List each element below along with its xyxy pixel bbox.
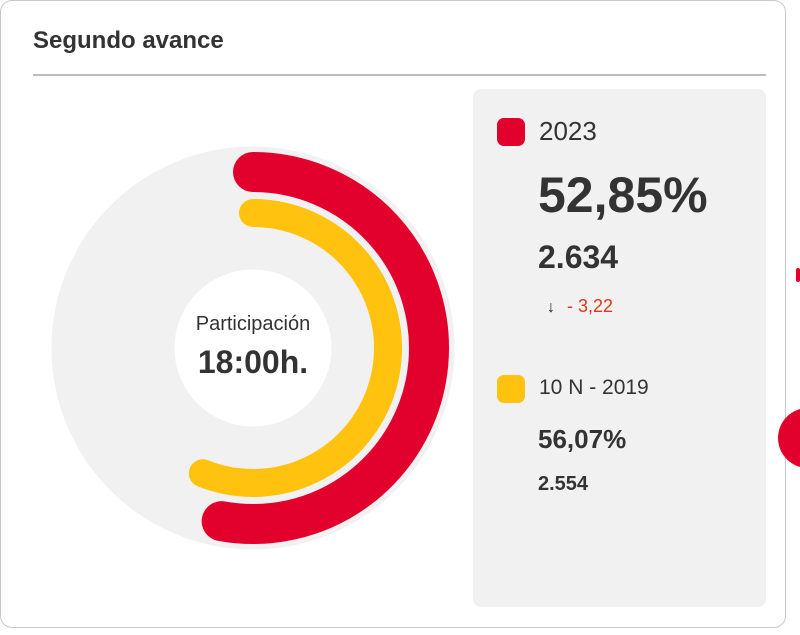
legend-current-percent: 52,85% xyxy=(538,167,708,223)
legend-current-count: 2.634 xyxy=(538,239,619,275)
swatch-previous-icon xyxy=(497,375,525,403)
arrow-down-icon: ↓ xyxy=(547,299,555,316)
legend-current-delta: ↓ - 3,22 xyxy=(547,296,613,317)
next-card-edge-marker xyxy=(796,268,800,282)
next-card-edge-dot[interactable] xyxy=(778,408,800,468)
center-label: Participación xyxy=(195,313,311,335)
center-time: 18:00h. xyxy=(197,344,309,380)
legend-previous-name: 10 N - 2019 xyxy=(539,376,649,399)
donut-arc-current xyxy=(201,152,449,544)
title-divider xyxy=(33,74,766,76)
swatch-current-icon xyxy=(497,118,525,146)
legend-previous-count: 2.554 xyxy=(538,473,589,495)
donut-arc-previous xyxy=(188,199,402,497)
delta-value: - 3,22 xyxy=(567,296,614,316)
participation-card: Segundo avance Participación 18:00h. 202… xyxy=(0,0,786,628)
legend-previous-percent: 56,07% xyxy=(538,424,627,454)
card-title: Segundo avance xyxy=(33,27,224,54)
legend-current-name: 2023 xyxy=(539,116,597,146)
legend-panel xyxy=(473,89,766,607)
participation-donut-chart xyxy=(51,146,455,550)
